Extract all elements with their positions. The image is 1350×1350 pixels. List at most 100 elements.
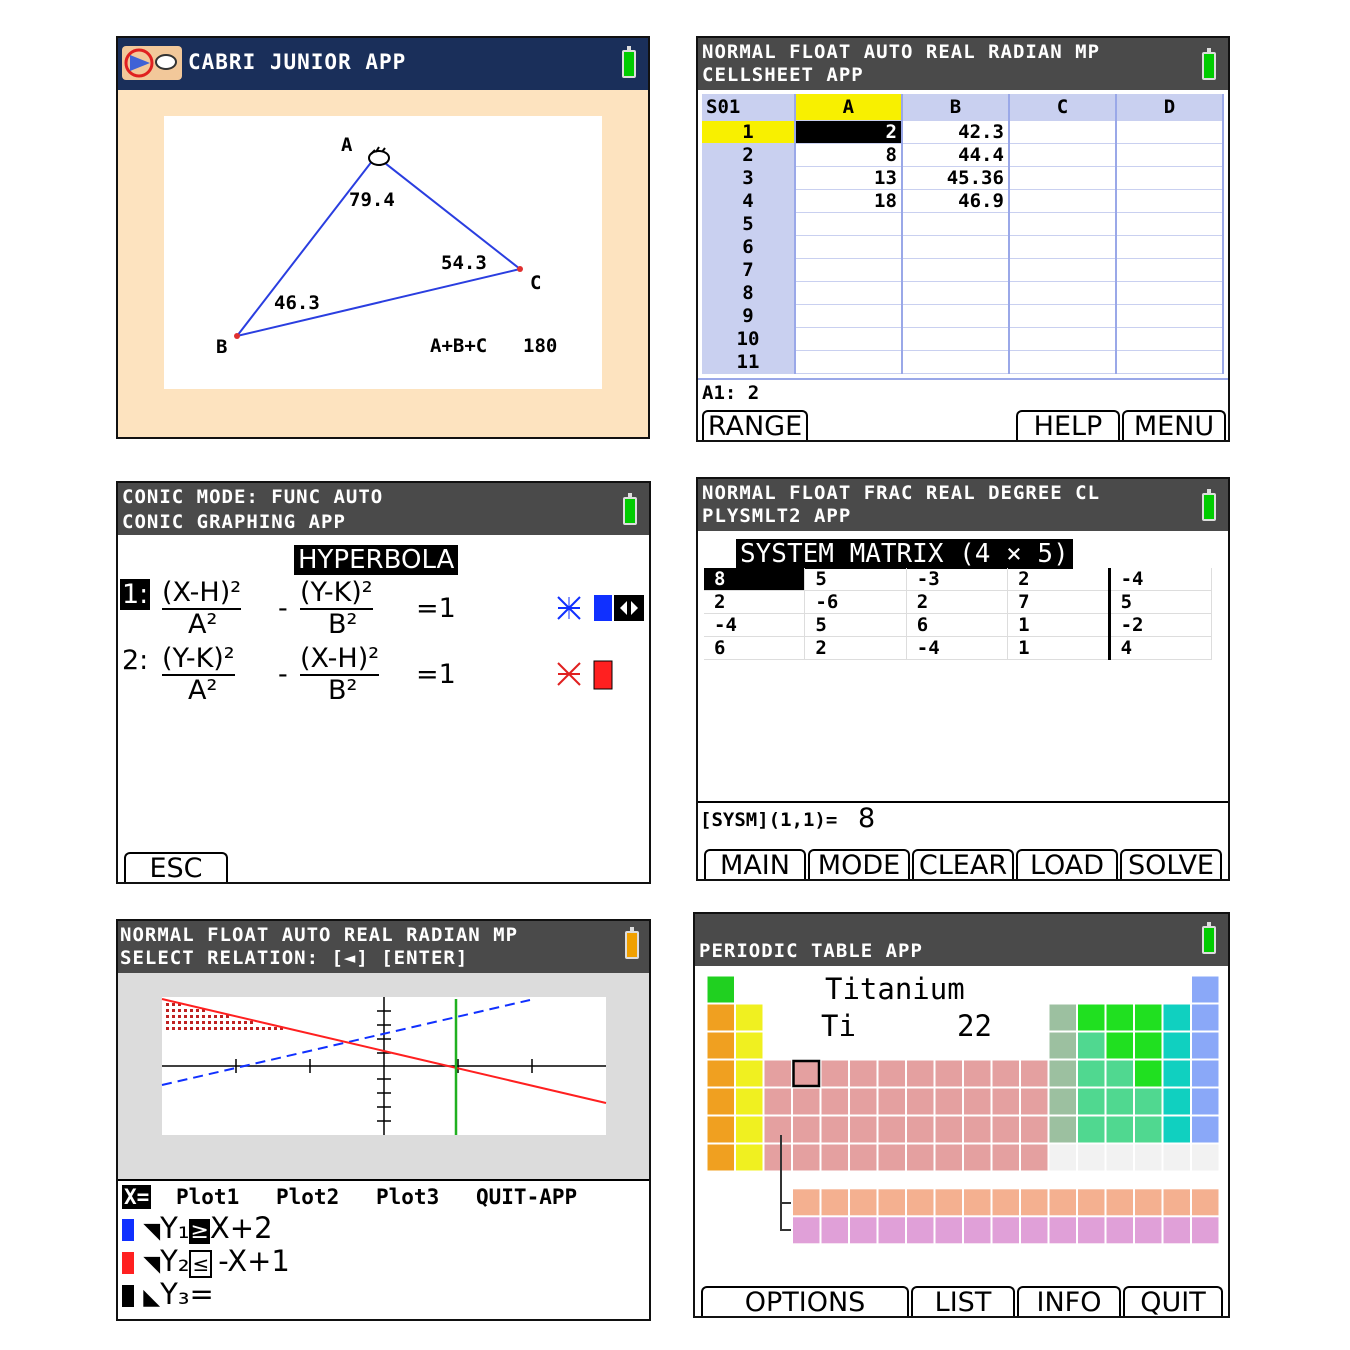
- cell[interactable]: [794, 258, 903, 282]
- quit-button[interactable]: QUIT: [1123, 1286, 1223, 1316]
- cell[interactable]: [1008, 235, 1117, 259]
- y2-entry[interactable]: ◥Y₂ ≤ -X+1: [122, 1244, 290, 1278]
- plot2-toggle[interactable]: Plot2: [276, 1185, 340, 1209]
- y1-relation[interactable]: ≥: [189, 1219, 210, 1244]
- cell[interactable]: [1008, 258, 1117, 282]
- cell[interactable]: [901, 235, 1010, 259]
- cell-d3[interactable]: [1115, 166, 1225, 190]
- periodic-table-grid[interactable]: [695, 970, 1228, 1260]
- help-button[interactable]: HELP: [1016, 410, 1120, 440]
- main-button[interactable]: MAIN: [704, 849, 806, 879]
- row-header[interactable]: 11: [702, 350, 796, 374]
- matrix-cell[interactable]: 7: [1007, 590, 1111, 614]
- cell[interactable]: [901, 304, 1010, 328]
- cell[interactable]: [794, 281, 903, 305]
- cell-a2[interactable]: 8: [794, 143, 903, 167]
- row-header[interactable]: 1: [702, 120, 796, 144]
- cell-b4[interactable]: 46.9: [901, 189, 1010, 213]
- matrix-cell[interactable]: -3: [906, 568, 1009, 591]
- y1-expression[interactable]: X+2: [209, 1211, 273, 1245]
- matrix-cell[interactable]: -4: [1109, 568, 1213, 591]
- cell[interactable]: [1115, 304, 1225, 328]
- column-header-b[interactable]: B: [901, 94, 1010, 121]
- equation-2[interactable]: 2: (Y-K)² A² - (X-H)² B² =1: [120, 643, 460, 707]
- esc-button[interactable]: ESC: [124, 852, 228, 882]
- info-button[interactable]: INFO: [1017, 1286, 1121, 1316]
- cell-c3[interactable]: [1008, 166, 1117, 190]
- range-button[interactable]: RANGE: [702, 410, 808, 440]
- row-header[interactable]: 10: [702, 327, 796, 351]
- matrix-cell[interactable]: 4: [1109, 636, 1213, 660]
- clear-button[interactable]: CLEAR: [912, 849, 1014, 879]
- options-button[interactable]: OPTIONS: [701, 1286, 909, 1316]
- cell[interactable]: [1115, 281, 1225, 305]
- cell[interactable]: [1008, 327, 1117, 351]
- cell-d1[interactable]: [1115, 120, 1225, 144]
- load-button[interactable]: LOAD: [1016, 849, 1118, 879]
- y1-entry[interactable]: ◥Y₁≥X+2: [122, 1211, 273, 1245]
- eq1-style-icons[interactable]: [554, 593, 651, 629]
- row-header[interactable]: 6: [702, 235, 796, 259]
- list-button[interactable]: LIST: [911, 1286, 1015, 1316]
- cell[interactable]: [1115, 235, 1225, 259]
- cell[interactable]: [901, 350, 1010, 374]
- inequality-graph[interactable]: /* decorative dots drawn below */: [118, 973, 649, 1179]
- cell[interactable]: [794, 212, 903, 236]
- matrix-cell[interactable]: 6: [704, 636, 806, 660]
- matrix-cell[interactable]: -4: [704, 613, 806, 637]
- matrix-cell[interactable]: 5: [1109, 590, 1213, 614]
- cell[interactable]: [1008, 304, 1117, 328]
- column-header-a[interactable]: A: [794, 94, 903, 121]
- row-header[interactable]: 3: [702, 166, 796, 190]
- cell-c2[interactable]: [1008, 143, 1117, 167]
- matrix-cell[interactable]: 6: [906, 613, 1009, 637]
- cell[interactable]: [1115, 212, 1225, 236]
- cell-b2[interactable]: 44.4: [901, 143, 1010, 167]
- cell[interactable]: [1008, 350, 1117, 374]
- cell[interactable]: [1008, 212, 1117, 236]
- cell-b3[interactable]: 45.36: [901, 166, 1010, 190]
- cell[interactable]: [901, 212, 1010, 236]
- cell[interactable]: [1115, 258, 1225, 282]
- cell-b1[interactable]: 42.3: [901, 120, 1010, 144]
- matrix-cell[interactable]: 5: [804, 613, 907, 637]
- solve-button[interactable]: SOLVE: [1120, 849, 1222, 879]
- xeq-toggle[interactable]: X=: [122, 1185, 152, 1209]
- matrix-cell[interactable]: -2: [1109, 613, 1213, 637]
- row-header[interactable]: 8: [702, 281, 796, 305]
- matrix-cell[interactable]: 1: [1007, 636, 1111, 660]
- cell-a3[interactable]: 13: [794, 166, 903, 190]
- cell-c1[interactable]: [1008, 120, 1117, 144]
- row-header[interactable]: 5: [702, 212, 796, 236]
- cell[interactable]: [1115, 327, 1225, 351]
- cell[interactable]: [1008, 281, 1117, 305]
- row-header[interactable]: 4: [702, 189, 796, 213]
- cell[interactable]: [794, 327, 903, 351]
- y3-entry[interactable]: ◣Y₃=: [122, 1277, 214, 1311]
- quit-app-button[interactable]: QUIT-APP: [476, 1185, 578, 1209]
- mode-button[interactable]: MODE: [808, 849, 910, 879]
- cell-a4[interactable]: 18: [794, 189, 903, 213]
- cell[interactable]: [794, 350, 903, 374]
- matrix-cell[interactable]: 2: [804, 636, 907, 660]
- cell[interactable]: [1115, 350, 1225, 374]
- matrix-cell[interactable]: 1: [1007, 613, 1111, 637]
- cell[interactable]: [901, 258, 1010, 282]
- column-header-d[interactable]: D: [1115, 94, 1225, 121]
- cell[interactable]: [794, 235, 903, 259]
- column-header-c[interactable]: C: [1008, 94, 1117, 121]
- line-style-icon[interactable]: ◥: [143, 1252, 161, 1277]
- matrix-cell[interactable]: 2: [906, 590, 1009, 614]
- cell[interactable]: [901, 327, 1010, 351]
- matrix-cell[interactable]: -6: [804, 590, 907, 614]
- y2-expression[interactable]: -X+1: [218, 1244, 290, 1278]
- cell[interactable]: [901, 281, 1010, 305]
- plot3-toggle[interactable]: Plot3: [376, 1185, 440, 1209]
- row-header[interactable]: 9: [702, 304, 796, 328]
- matrix-cell[interactable]: 8: [704, 568, 806, 591]
- matrix-cell[interactable]: 2: [704, 590, 806, 614]
- matrix-cell[interactable]: -4: [906, 636, 1009, 660]
- cell-d2[interactable]: [1115, 143, 1225, 167]
- menu-button[interactable]: MENU: [1122, 410, 1226, 440]
- y3-relation[interactable]: =: [189, 1277, 214, 1311]
